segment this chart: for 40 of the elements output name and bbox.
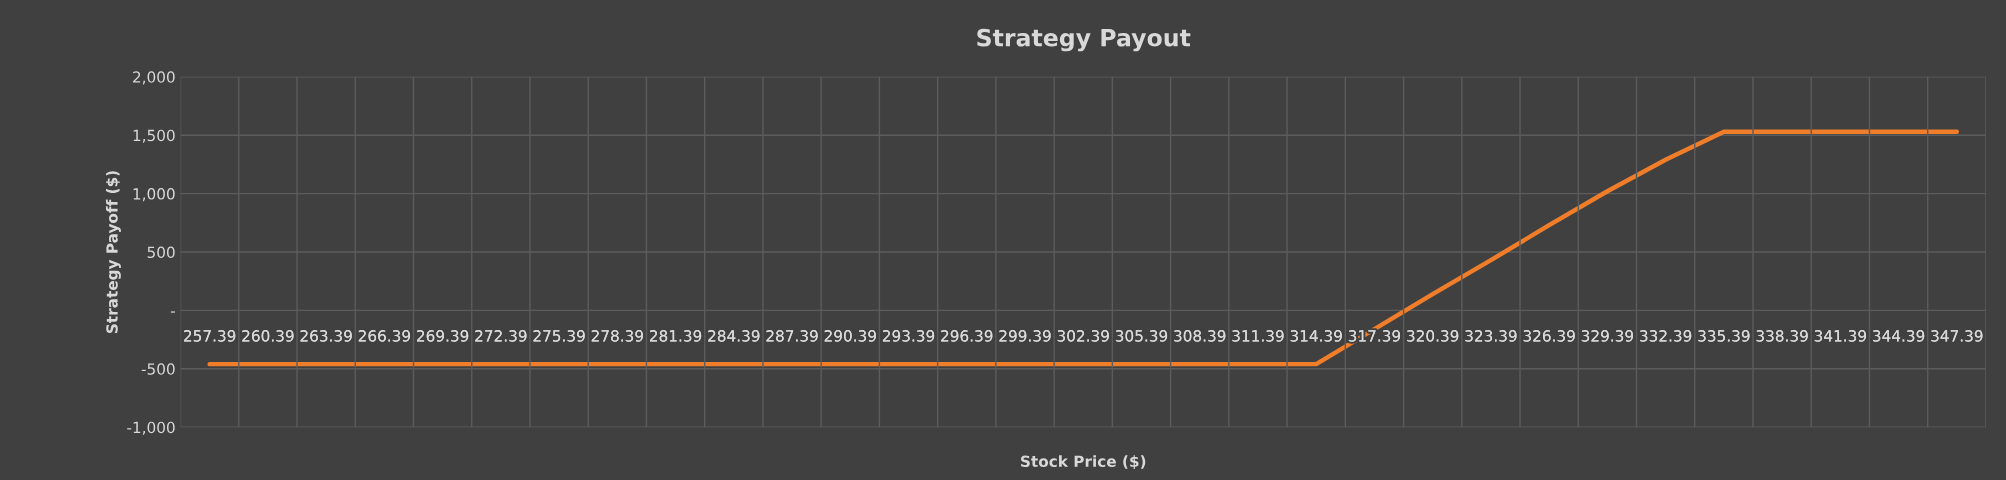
x-tick-label: 314.39 (1290, 330, 1342, 342)
x-tick-label: 269.39 (417, 330, 469, 342)
x-tick-label: 347.39 (1931, 330, 1983, 342)
x-tick-label: 311.39 (1232, 330, 1284, 342)
x-tick-label: 338.39 (1756, 330, 1808, 342)
x-tick-label: 323.39 (1465, 330, 1517, 342)
x-tick-label: 308.39 (1174, 330, 1226, 342)
x-tick-label: 272.39 (475, 330, 527, 342)
x-tick-label: 320.39 (1407, 330, 1459, 342)
x-tick-label: 296.39 (941, 330, 993, 342)
y-tick-label: 2,000 (133, 71, 175, 85)
y-tick-label: -500 (141, 363, 175, 375)
x-tick-label: 329.39 (1581, 330, 1634, 342)
x-tick-label: 344.39 (1873, 330, 1925, 342)
x-tick-label: 293.39 (882, 330, 935, 342)
x-tick-label: 299.39 (999, 330, 1051, 342)
x-tick-label: 335.39 (1698, 330, 1750, 342)
x-tick-label: 341.39 (1814, 330, 1866, 342)
x-tick-label: 287.39 (766, 330, 818, 342)
y-tick-label: 1,000 (133, 188, 175, 202)
x-tick-label: 278.39 (591, 330, 643, 342)
x-axis-title: Stock Price ($) (1021, 455, 1146, 470)
x-tick-label: 263.39 (300, 330, 352, 342)
x-tick-label: 332.39 (1640, 330, 1692, 342)
x-tick-label: 257.39 (184, 330, 236, 342)
x-tick-label: 290.39 (824, 330, 876, 342)
y-tick-label: 1,500 (133, 129, 175, 143)
x-tick-label: 281.39 (649, 330, 702, 342)
x-tick-label: 326.39 (1523, 330, 1575, 342)
x-tick-label: 284.39 (708, 330, 760, 342)
x-tick-label: 305.39 (1115, 330, 1168, 342)
y-axis-title: Strategy Payoff ($) (105, 171, 121, 334)
chart-title: Strategy Payout (977, 28, 1191, 52)
y-tick-label: -1,000 (127, 421, 175, 435)
x-tick-label: 266.39 (358, 330, 411, 342)
y-tick-label: - (170, 311, 175, 313)
y-tick-label: 500 (147, 246, 175, 259)
x-tick-label: 260.39 (242, 330, 294, 342)
x-tick-label: 302.39 (1057, 330, 1109, 342)
x-tick-label: 275.39 (533, 330, 585, 342)
